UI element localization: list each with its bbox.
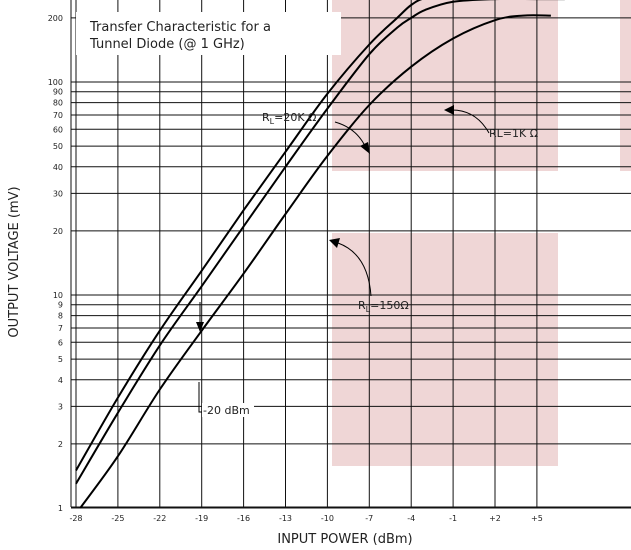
y-tick-label: 4	[58, 376, 63, 385]
x-tick-label: -19	[195, 514, 208, 523]
label-rl-150: RL=150Ω	[358, 299, 409, 314]
chart-title-line2: Tunnel Diode (@ 1 GHz)	[89, 37, 245, 52]
y-tick-label: 100	[48, 78, 63, 87]
label-rl-20k-r: R	[262, 111, 270, 124]
x-tick-label: +5	[531, 514, 543, 523]
label-rl-150-sub: L	[366, 305, 371, 314]
series-curve-1	[75, 0, 565, 485]
marker-label: -20 dBm	[203, 404, 250, 417]
series-curve-0	[75, 0, 423, 471]
arrowhead-rl-150	[329, 238, 340, 248]
series-curves	[75, 0, 565, 509]
y-tick-label: 70	[53, 111, 63, 120]
x-tick-label: +2	[489, 514, 501, 523]
label-rl-20k: RL=20K Ω	[262, 111, 316, 126]
y-tick-label: 50	[53, 142, 63, 151]
y-tick-label: 2	[58, 440, 63, 449]
x-tick-label: -28	[69, 514, 82, 523]
label-rl-20k-rest: =20K Ω	[274, 111, 316, 124]
pointer-rl-1k	[451, 109, 490, 134]
x-tick-label: -16	[237, 514, 250, 523]
arrowhead-rl-20k	[360, 142, 370, 154]
pointer-rl-20k	[334, 121, 366, 147]
y-tick-label: 80	[53, 99, 63, 108]
y-tick-label: 5	[58, 355, 63, 364]
x-tick-label: -7	[365, 514, 373, 523]
y-tick-label: 90	[53, 88, 63, 97]
x-tick-label: -25	[111, 514, 124, 523]
y-tick-label: 3	[58, 402, 63, 411]
shaded-regions	[332, 0, 631, 466]
label-rl-1k: RL=1K Ω	[489, 127, 538, 140]
pointer-rl-150	[337, 242, 372, 297]
title-box	[76, 12, 341, 55]
x-tick-label: -1	[449, 514, 457, 523]
x-tick-label: -13	[279, 514, 292, 523]
y-tick-label: 60	[53, 125, 63, 134]
label-rl-150-rest: =150Ω	[370, 299, 409, 312]
y-tick-label: 8	[58, 312, 63, 321]
x-tick-label: -22	[153, 514, 166, 523]
y-axis-title: OUTPUT VOLTAGE (mV)	[7, 186, 22, 337]
x-tick-label: -10	[321, 514, 334, 523]
y-tick-label: 30	[53, 189, 63, 198]
y-tick-label: 200	[48, 14, 63, 23]
y-tick-label: 6	[58, 338, 63, 347]
grid	[70, 0, 631, 509]
x-axis-title: INPUT POWER (dBm)	[277, 532, 412, 547]
tick-labels: -28 -25 -22 -19 -16 -13 -10 -7 -4 -1 +2 +5 1 2 3 4 5 6 7 8 9…	[48, 14, 543, 523]
marker-label-bg	[202, 403, 254, 417]
marker-arrow-head	[196, 322, 204, 332]
x-tick-label: -4	[407, 514, 415, 523]
y-tick-label: 9	[58, 301, 63, 310]
y-tick-label: 1	[58, 504, 63, 513]
y-tick-label: 10	[53, 291, 63, 300]
arrowhead-rl-1k	[444, 105, 454, 115]
label-rl-20k-sub: L	[270, 117, 275, 126]
annotations: RL=20K Ω RL=1K Ω RL=150Ω -20 dBm	[196, 105, 538, 417]
shaded-region-right-edge	[620, 0, 631, 171]
y-tick-label: 7	[58, 324, 63, 333]
y-tick-label: 40	[53, 163, 63, 172]
series-curve-2	[79, 14, 551, 509]
shaded-region-lower	[332, 233, 558, 466]
label-rl-150-r: R	[358, 299, 366, 312]
y-tick-label: 20	[53, 227, 63, 236]
chart-title-line1: Transfer Characteristic for a	[89, 20, 271, 35]
